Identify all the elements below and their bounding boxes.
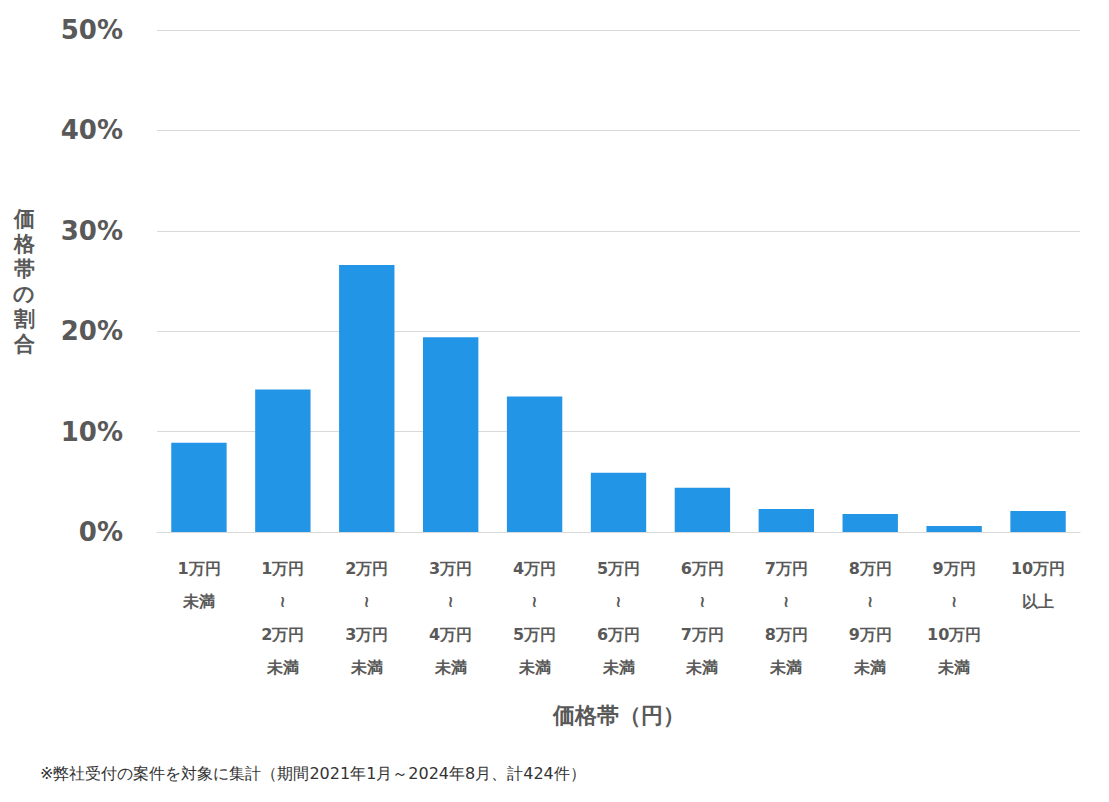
svg-text:≀: ≀ bbox=[280, 592, 286, 611]
svg-text:※弊社受付の案件を対象に集計（期間2021年1月～2024年: ※弊社受付の案件を対象に集計（期間2021年1月～2024年8月、計424件） bbox=[40, 764, 586, 783]
svg-text:9万円: 9万円 bbox=[933, 559, 976, 578]
svg-text:5万円: 5万円 bbox=[597, 559, 640, 578]
svg-text:未満: 未満 bbox=[350, 658, 383, 677]
svg-text:7万円: 7万円 bbox=[765, 559, 808, 578]
svg-text:10万円: 10万円 bbox=[927, 625, 981, 644]
svg-text:帯: 帯 bbox=[14, 257, 35, 281]
svg-text:30%: 30% bbox=[61, 216, 123, 246]
svg-text:未満: 未満 bbox=[853, 658, 886, 677]
svg-text:格: 格 bbox=[13, 232, 36, 256]
svg-text:価格帯（円）: 価格帯（円） bbox=[552, 703, 685, 728]
svg-text:合: 合 bbox=[13, 332, 35, 356]
svg-text:≀: ≀ bbox=[951, 592, 957, 611]
svg-text:40%: 40% bbox=[61, 115, 123, 145]
svg-text:未満: 未満 bbox=[518, 658, 551, 677]
svg-text:以上: 以上 bbox=[1022, 592, 1054, 611]
svg-text:10万円: 10万円 bbox=[1011, 559, 1065, 578]
svg-text:2万円: 2万円 bbox=[261, 625, 304, 644]
svg-text:1万円: 1万円 bbox=[177, 559, 220, 578]
svg-text:未満: 未満 bbox=[685, 658, 718, 677]
svg-text:未満: 未満 bbox=[266, 658, 299, 677]
svg-text:≀: ≀ bbox=[532, 592, 538, 611]
svg-text:3万円: 3万円 bbox=[429, 559, 472, 578]
svg-text:割: 割 bbox=[13, 307, 35, 331]
svg-text:10%: 10% bbox=[61, 417, 123, 447]
svg-text:≀: ≀ bbox=[364, 592, 370, 611]
svg-text:の: の bbox=[13, 282, 35, 306]
svg-text:≀: ≀ bbox=[616, 592, 622, 611]
svg-text:未満: 未満 bbox=[602, 658, 635, 677]
svg-text:0%: 0% bbox=[79, 517, 123, 547]
svg-text:4万円: 4万円 bbox=[513, 559, 556, 578]
svg-text:5万円: 5万円 bbox=[513, 625, 556, 644]
svg-text:≀: ≀ bbox=[448, 592, 454, 611]
svg-text:未満: 未満 bbox=[937, 658, 970, 677]
svg-text:1万円: 1万円 bbox=[261, 559, 304, 578]
svg-text:4万円: 4万円 bbox=[429, 625, 472, 644]
svg-text:8万円: 8万円 bbox=[765, 625, 808, 644]
svg-text:50%: 50% bbox=[61, 15, 123, 45]
svg-text:≀: ≀ bbox=[783, 592, 789, 611]
svg-text:2万円: 2万円 bbox=[345, 559, 388, 578]
svg-text:7万円: 7万円 bbox=[681, 625, 724, 644]
svg-text:3万円: 3万円 bbox=[345, 625, 388, 644]
svg-text:未満: 未満 bbox=[769, 658, 802, 677]
svg-text:≀: ≀ bbox=[699, 592, 705, 611]
svg-text:価: 価 bbox=[13, 207, 35, 231]
svg-text:未満: 未満 bbox=[434, 658, 467, 677]
svg-text:9万円: 9万円 bbox=[849, 625, 892, 644]
svg-text:8万円: 8万円 bbox=[849, 559, 892, 578]
svg-text:6万円: 6万円 bbox=[597, 625, 640, 644]
svg-text:20%: 20% bbox=[61, 316, 123, 346]
svg-text:≀: ≀ bbox=[867, 592, 873, 611]
svg-text:未満: 未満 bbox=[182, 592, 215, 611]
svg-text:6万円: 6万円 bbox=[681, 559, 724, 578]
